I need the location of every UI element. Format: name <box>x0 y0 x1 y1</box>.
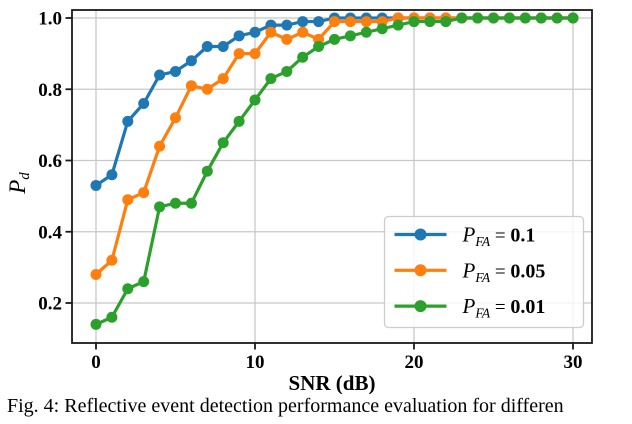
data-point-pfa-0p05 <box>344 16 356 28</box>
data-point-pfa-0p01 <box>313 41 325 52</box>
data-point-pfa-0p1 <box>106 169 118 181</box>
legend-label: PFA = 0.05 <box>462 258 546 285</box>
data-point-pfa-0p05 <box>233 48 245 60</box>
data-point-pfa-0p1 <box>90 179 102 191</box>
data-point-pfa-0p1 <box>185 55 197 67</box>
data-point-pfa-0p05 <box>217 73 229 85</box>
data-point-pfa-0p01 <box>519 12 531 24</box>
data-point-pfa-0p01 <box>440 16 452 28</box>
legend-marker-icon <box>414 264 427 277</box>
data-point-pfa-0p01 <box>376 23 388 35</box>
data-point-pfa-0p1 <box>249 26 261 38</box>
y-tick-label: 0.8 <box>38 80 62 101</box>
data-point-pfa-0p1 <box>217 41 229 52</box>
data-point-pfa-0p01 <box>138 276 150 288</box>
data-point-pfa-0p1 <box>154 69 166 81</box>
data-point-pfa-0p01 <box>122 283 134 295</box>
data-point-pfa-0p01 <box>472 12 484 24</box>
x-axis-label: SNR (dB) <box>289 371 376 394</box>
data-point-pfa-0p05 <box>281 33 293 45</box>
data-point-pfa-0p05 <box>201 83 213 95</box>
x-tick-label: 0 <box>91 352 101 373</box>
data-point-pfa-0p01 <box>154 201 166 213</box>
data-point-pfa-0p01 <box>185 197 197 209</box>
legend: PFA = 0.1 PFA = 0.05 PFA = 0.01 <box>383 215 585 329</box>
data-point-pfa-0p01 <box>503 12 515 24</box>
data-point-pfa-0p01 <box>249 94 261 106</box>
data-point-pfa-0p1 <box>122 115 134 127</box>
data-point-pfa-0p05 <box>297 26 309 38</box>
data-point-pfa-0p01 <box>281 65 293 77</box>
data-point-pfa-0p01 <box>170 197 181 209</box>
data-point-pfa-0p1 <box>233 30 245 42</box>
legend-item-2: PFA = 0.05 <box>394 258 546 285</box>
data-point-pfa-0p01 <box>392 19 404 31</box>
data-point-pfa-0p1 <box>170 65 181 77</box>
legend-item-1: PFA = 0.1 <box>394 223 536 250</box>
data-point-pfa-0p01 <box>233 115 245 127</box>
data-point-pfa-0p05 <box>122 194 134 206</box>
y-tick-label: 1.0 <box>38 9 62 30</box>
data-point-pfa-0p05 <box>185 80 197 92</box>
figure-caption: Fig. 4: Reflective event detection perfo… <box>7 395 564 417</box>
chart-canvas: 0 10 20 30 0.2 0.4 0.6 0.8 1.0 SNR (dB) Pd PFA = 0.… <box>5 9 593 394</box>
y-tick-label: 0.2 <box>38 294 62 315</box>
data-point-pfa-0p1 <box>297 16 309 28</box>
data-point-pfa-0p1 <box>313 16 325 28</box>
x-tick-label: 30 <box>564 352 583 373</box>
data-point-pfa-0p01 <box>551 12 563 24</box>
axis-ticks: 0 10 20 30 0.2 0.4 0.6 0.8 1.0 <box>38 9 582 374</box>
data-point-pfa-0p05 <box>265 26 277 38</box>
series-pfa-0p01 <box>90 12 579 330</box>
legend-item-3: PFA = 0.01 <box>394 294 546 321</box>
data-point-pfa-0p01 <box>265 73 277 85</box>
data-point-pfa-0p01 <box>90 318 102 330</box>
data-point-pfa-0p05 <box>154 140 166 152</box>
data-point-pfa-0p01 <box>535 12 547 24</box>
data-point-pfa-0p01 <box>344 30 356 42</box>
data-point-pfa-0p01 <box>567 12 579 24</box>
data-point-pfa-0p01 <box>488 12 499 24</box>
x-tick-label: 20 <box>405 352 424 373</box>
data-point-pfa-0p01 <box>297 51 309 63</box>
y-tick-label: 0.6 <box>38 151 62 172</box>
data-point-pfa-0p1 <box>138 98 150 109</box>
legend-marker-icon <box>414 300 427 313</box>
legend-box <box>383 215 585 329</box>
data-point-pfa-0p1 <box>201 41 213 52</box>
data-point-pfa-0p05 <box>138 187 150 199</box>
data-point-pfa-0p05 <box>329 16 340 28</box>
data-point-pfa-0p1 <box>281 19 293 31</box>
legend-label: PFA = 0.1 <box>462 223 536 250</box>
data-point-pfa-0p05 <box>90 269 102 280</box>
x-tick-label: 10 <box>246 352 265 373</box>
data-point-pfa-0p05 <box>249 48 261 60</box>
legend-marker-icon <box>414 228 427 241</box>
data-point-pfa-0p01 <box>217 137 229 149</box>
data-point-pfa-0p05 <box>106 254 118 266</box>
data-point-pfa-0p01 <box>201 165 213 177</box>
y-axis-label: Pd <box>5 172 33 195</box>
y-tick-label: 0.4 <box>38 222 62 243</box>
data-point-pfa-0p05 <box>360 16 372 28</box>
data-point-pfa-0p01 <box>106 311 118 323</box>
legend-label: PFA = 0.01 <box>462 294 546 321</box>
data-point-pfa-0p01 <box>424 16 436 28</box>
data-point-pfa-0p01 <box>360 26 372 38</box>
data-point-pfa-0p05 <box>170 112 181 124</box>
data-point-pfa-0p01 <box>456 12 468 24</box>
data-point-pfa-0p01 <box>408 16 420 28</box>
axes-spines <box>71 9 593 344</box>
data-point-pfa-0p01 <box>329 33 340 45</box>
